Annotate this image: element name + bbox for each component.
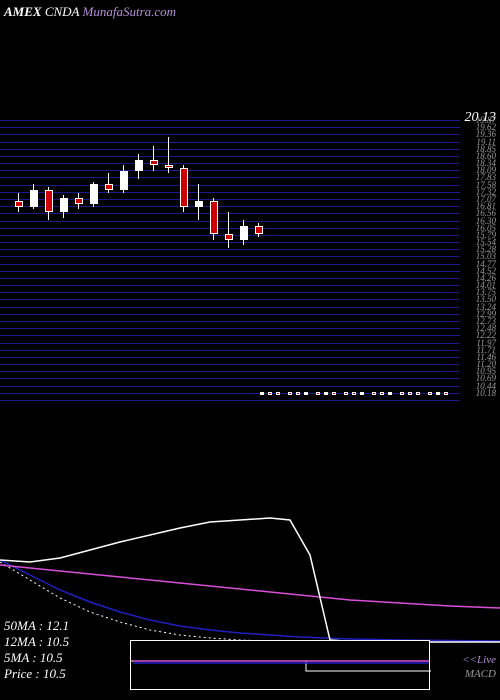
ma-line-blue bbox=[0, 560, 500, 641]
grid-line bbox=[0, 228, 460, 229]
grid-line bbox=[0, 170, 460, 171]
grid-line bbox=[0, 307, 460, 308]
grid-line bbox=[0, 134, 460, 135]
price-axis-label: 10.18 bbox=[476, 390, 496, 396]
indicator-dot bbox=[276, 392, 280, 395]
grid-line bbox=[0, 192, 460, 193]
price-chart-panel: 20.13 19.8719.6219.3619.1118.8518.6018.3… bbox=[0, 120, 500, 400]
indicator-dot bbox=[408, 392, 412, 395]
grid-line bbox=[0, 185, 460, 186]
grid-line bbox=[0, 386, 460, 387]
grid-line bbox=[0, 149, 460, 150]
ma50-text: 50MA : 12.1 bbox=[4, 618, 69, 634]
indicator-dot bbox=[316, 392, 320, 395]
grid-line bbox=[0, 120, 460, 121]
grid-line bbox=[0, 335, 460, 336]
indicator-dot bbox=[416, 392, 420, 395]
grid-line bbox=[0, 314, 460, 315]
grid-line bbox=[0, 177, 460, 178]
grid-line bbox=[0, 206, 460, 207]
macd-inset-svg bbox=[131, 641, 431, 691]
indicator-dot bbox=[268, 392, 272, 395]
ma-line-dotted bbox=[0, 562, 500, 642]
indicator-dot bbox=[324, 392, 328, 395]
live-label: <<Live bbox=[462, 654, 496, 666]
grid-line bbox=[0, 343, 460, 344]
grid-line bbox=[0, 213, 460, 214]
indicator-dot bbox=[428, 392, 432, 395]
grid-line bbox=[0, 199, 460, 200]
grid-line bbox=[0, 350, 460, 351]
macd-label: MACD bbox=[465, 668, 496, 680]
ma-line-magenta bbox=[0, 565, 500, 608]
indicator-dot bbox=[400, 392, 404, 395]
ma12-text: 12MA : 10.5 bbox=[4, 634, 69, 650]
grid-line bbox=[0, 299, 460, 300]
grid-line bbox=[0, 271, 460, 272]
price-text: Price : 10.5 bbox=[4, 666, 69, 682]
grid-line bbox=[0, 156, 460, 157]
grid-line bbox=[0, 357, 460, 358]
indicator-dot bbox=[352, 392, 356, 395]
indicator-dot bbox=[260, 392, 264, 395]
grid-line bbox=[0, 278, 460, 279]
chart-header: AMEX CNDA MunafaSutra.com bbox=[4, 4, 176, 20]
watermark-label: MunafaSutra.com bbox=[83, 4, 177, 19]
indicator-dot bbox=[444, 392, 448, 395]
macd-inset-box bbox=[130, 640, 430, 690]
grid-line bbox=[0, 285, 460, 286]
grid-line bbox=[0, 321, 460, 322]
ma-line-white bbox=[0, 518, 500, 642]
indicator-dot bbox=[372, 392, 376, 395]
indicator-dot bbox=[360, 392, 364, 395]
grid-line bbox=[0, 378, 460, 379]
indicator-dots bbox=[260, 392, 460, 400]
indicator-dot bbox=[436, 392, 440, 395]
grid-line bbox=[0, 249, 460, 250]
grid-line bbox=[0, 256, 460, 257]
indicator-dot bbox=[296, 392, 300, 395]
grid-line bbox=[0, 400, 460, 401]
grid-line bbox=[0, 163, 460, 164]
grid-line bbox=[0, 221, 460, 222]
indicator-dot bbox=[344, 392, 348, 395]
info-box: 50MA : 12.1 12MA : 10.5 5MA : 10.5 Price… bbox=[4, 618, 69, 682]
indicator-dot bbox=[288, 392, 292, 395]
indicator-dot bbox=[388, 392, 392, 395]
grid-line bbox=[0, 242, 460, 243]
ticker-label: CNDA bbox=[45, 4, 79, 19]
grid-line bbox=[0, 371, 460, 372]
indicator-dot bbox=[304, 392, 308, 395]
grid-line bbox=[0, 292, 460, 293]
grid-line bbox=[0, 264, 460, 265]
indicator-dot bbox=[332, 392, 336, 395]
ma5-text: 5MA : 10.5 bbox=[4, 650, 69, 666]
grid-line bbox=[0, 328, 460, 329]
indicator-dot bbox=[380, 392, 384, 395]
grid-line bbox=[0, 142, 460, 143]
exchange-label: AMEX bbox=[4, 4, 42, 19]
grid-line bbox=[0, 364, 460, 365]
grid-line bbox=[0, 127, 460, 128]
